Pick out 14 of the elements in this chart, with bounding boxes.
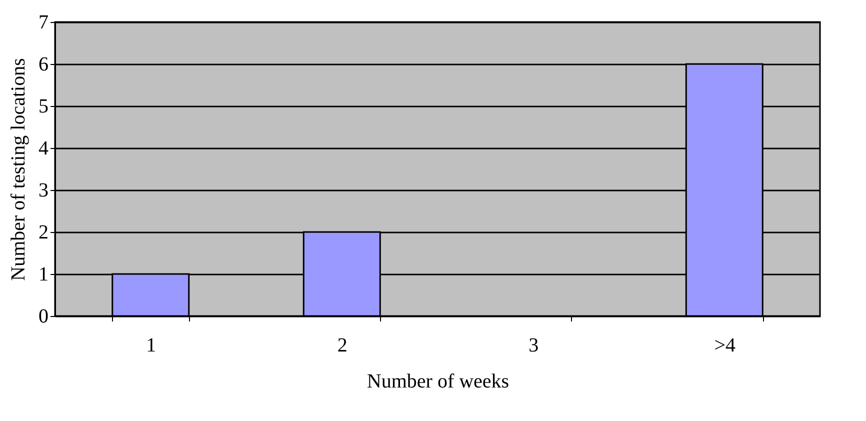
- y-tick-label: 3: [38, 180, 48, 202]
- y-tick-label: 6: [38, 54, 48, 76]
- x-tick-label: >4: [714, 334, 736, 356]
- x-tick-label: 3: [528, 334, 539, 356]
- y-tick-label: 7: [38, 12, 48, 34]
- y-tick-label: 2: [38, 222, 48, 244]
- x-tick-label: 1: [146, 334, 156, 356]
- y-tick-label: 5: [38, 96, 48, 118]
- x-tick-label: 2: [337, 334, 348, 356]
- y-tick-label: 1: [38, 264, 48, 286]
- x-axis-title: Number of weeks: [366, 370, 510, 392]
- y-axis-title: Number of testing locations: [8, 58, 30, 281]
- y-tick-label: 0: [38, 306, 48, 328]
- y-tick-label: 4: [38, 138, 48, 160]
